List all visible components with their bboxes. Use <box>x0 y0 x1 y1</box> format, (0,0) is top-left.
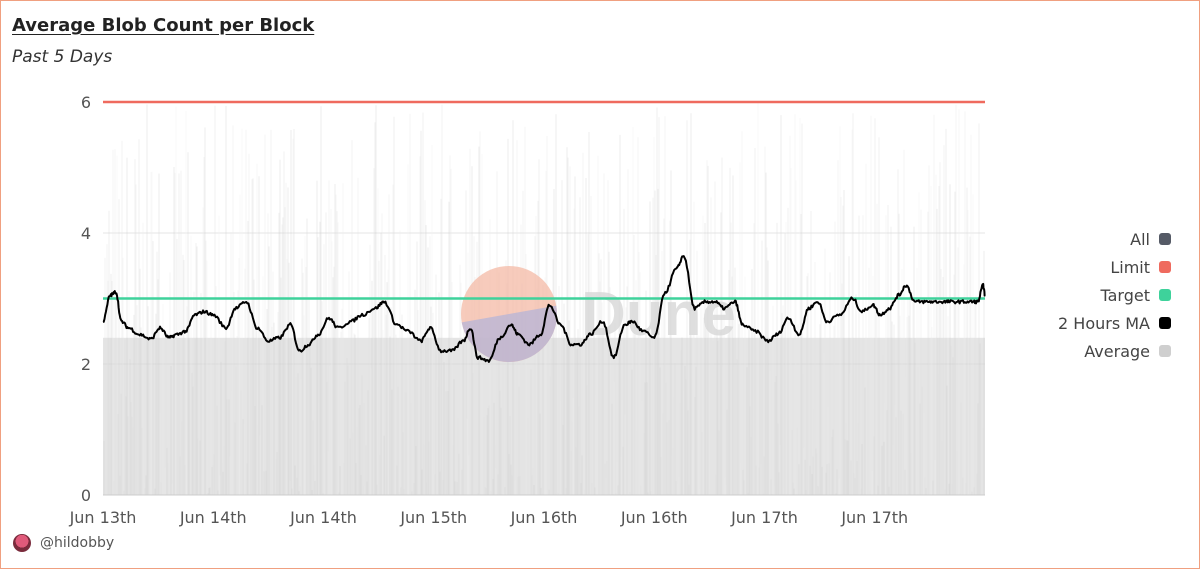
x-tick-label: Jun 16th <box>620 508 688 527</box>
legend-item-target[interactable]: Target <box>981 281 1171 309</box>
legend-swatch <box>1159 233 1171 245</box>
x-tick-label: Jun 14th <box>289 508 357 527</box>
legend-swatch <box>1159 289 1171 301</box>
legend-item-2-hours-ma[interactable]: 2 Hours MA <box>981 309 1171 337</box>
x-tick-label: Jun 13th <box>69 508 137 527</box>
legend-label: 2 Hours MA <box>1058 313 1150 333</box>
legend-swatch <box>1159 345 1171 357</box>
y-tick-label: 0 <box>81 486 91 505</box>
y-tick-label: 4 <box>81 224 91 243</box>
x-tick-label: Jun 16th <box>510 508 578 527</box>
legend-swatch <box>1159 317 1171 329</box>
footer: @hildobby <box>13 534 114 552</box>
legend-swatch <box>1159 261 1171 273</box>
x-tick-label: Jun 17th <box>840 508 908 527</box>
axis-layer: 0 2 4 6 Jun 13th Jun 14th Jun 14th Jun 15th Jun … <box>69 93 985 527</box>
average-area-fill <box>103 337 985 495</box>
legend-item-average[interactable]: Average <box>981 337 1171 365</box>
lines-layer <box>102 100 986 363</box>
legend-item-all[interactable]: All <box>981 225 1171 253</box>
legend-label: Average <box>1084 341 1150 361</box>
y-tick-label: 2 <box>81 355 91 374</box>
watermark-text: Dune <box>581 280 736 349</box>
y-tick-label: 6 <box>81 93 91 112</box>
legend-label: Limit <box>1110 257 1150 277</box>
dune-watermark: Dune <box>461 266 736 362</box>
chart-legend: All Limit Target 2 Hours MA Average <box>981 225 1171 365</box>
ma-line <box>102 255 986 363</box>
x-tick-label: Jun 15th <box>399 508 467 527</box>
author-handle[interactable]: @hildobby <box>40 535 115 551</box>
avatar <box>13 534 31 552</box>
chart-title[interactable]: Average Blob Count per Block <box>12 15 315 36</box>
watermark-sector <box>461 305 557 362</box>
legend-label: Target <box>1100 285 1151 305</box>
chart-subtitle: Past 5 Days <box>12 47 113 67</box>
x-tick-label: Jun 17th <box>730 508 798 527</box>
x-tick-label: Jun 14th <box>179 508 247 527</box>
legend-item-limit[interactable]: Limit <box>981 253 1171 281</box>
legend-label: All <box>1130 229 1150 249</box>
